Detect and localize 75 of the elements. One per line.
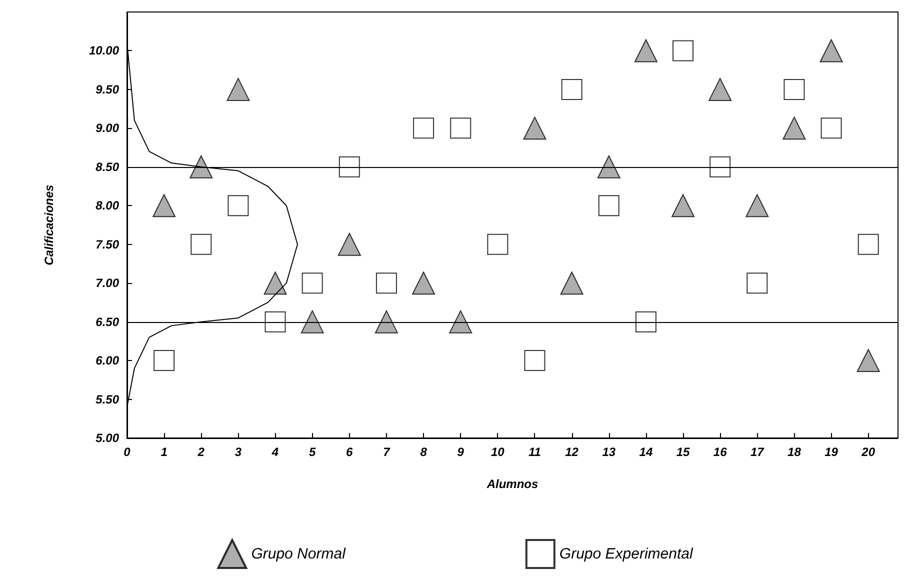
point bbox=[523, 116, 546, 140]
point bbox=[449, 310, 472, 334]
x-tick-label: 7 bbox=[383, 445, 392, 459]
point bbox=[820, 118, 842, 139]
point bbox=[374, 310, 398, 334]
x-tick-label: 13 bbox=[602, 445, 616, 459]
point bbox=[710, 156, 731, 178]
point bbox=[412, 272, 436, 295]
point bbox=[228, 195, 249, 216]
point bbox=[635, 311, 656, 332]
point bbox=[561, 78, 582, 100]
x-tick-label: 12 bbox=[565, 445, 579, 459]
point bbox=[746, 272, 768, 294]
point bbox=[450, 118, 472, 139]
point bbox=[856, 349, 880, 372]
point bbox=[264, 272, 287, 295]
x-tick-label: 10 bbox=[490, 445, 505, 459]
point bbox=[338, 232, 361, 256]
point bbox=[784, 78, 805, 100]
x-tick-label: 2 bbox=[196, 445, 205, 459]
y-tick-label: 7.00 bbox=[96, 276, 120, 290]
point bbox=[302, 272, 323, 294]
point bbox=[154, 350, 175, 372]
x-axis-title: Alumnos bbox=[486, 477, 538, 491]
point bbox=[524, 350, 546, 372]
y-tick-label: 5.00 bbox=[96, 431, 120, 445]
x-tick-label: 1 bbox=[160, 445, 168, 459]
point bbox=[226, 78, 250, 101]
x-tick-label: 18 bbox=[788, 445, 802, 459]
point bbox=[376, 272, 397, 294]
x-tick-label: 0 bbox=[124, 445, 131, 459]
y-tick-label: 6.50 bbox=[96, 314, 120, 329]
y-tick-label: 7.50 bbox=[96, 237, 120, 252]
x-tick-label: 5 bbox=[308, 445, 316, 459]
point bbox=[782, 116, 806, 140]
x-tick-label: 19 bbox=[824, 445, 838, 459]
x-tick-label: 6 bbox=[346, 445, 354, 459]
point bbox=[672, 40, 694, 62]
point bbox=[190, 155, 213, 178]
x-tick-label: 17 bbox=[750, 445, 766, 459]
y-tick-label: 10.00 bbox=[88, 44, 120, 58]
legend-label: Grupo Experimental bbox=[559, 546, 694, 562]
x-tick-label: 16 bbox=[713, 445, 728, 459]
point bbox=[597, 155, 620, 178]
y-tick-label: 8.00 bbox=[96, 198, 120, 213]
point bbox=[152, 194, 176, 218]
x-tick-label: 9 bbox=[457, 445, 464, 459]
point bbox=[672, 194, 695, 218]
point bbox=[487, 234, 508, 255]
x-tick-label: 11 bbox=[528, 445, 542, 459]
y-tick-label: 5.50 bbox=[96, 392, 120, 406]
point bbox=[634, 39, 658, 62]
point bbox=[338, 156, 360, 178]
point bbox=[300, 310, 324, 334]
point bbox=[190, 234, 212, 255]
x-tick-label: 15 bbox=[676, 445, 690, 459]
y-tick-label: 6.00 bbox=[96, 354, 120, 368]
point bbox=[560, 272, 584, 295]
x-tick-label: 3 bbox=[234, 445, 242, 459]
legend-label: Grupo Normal bbox=[251, 546, 346, 562]
y-tick-label: 9.00 bbox=[96, 121, 120, 136]
point bbox=[264, 311, 286, 332]
point bbox=[598, 195, 620, 216]
y-tick-label: 9.50 bbox=[96, 82, 120, 96]
x-tick-label: 14 bbox=[639, 445, 653, 459]
x-tick-label: 20 bbox=[860, 445, 876, 459]
point bbox=[746, 194, 769, 218]
x-tick-label: 4 bbox=[270, 445, 279, 459]
point bbox=[708, 78, 732, 101]
y-tick-label: 8.50 bbox=[96, 160, 120, 174]
point bbox=[820, 39, 843, 62]
x-tick-label: 8 bbox=[420, 445, 428, 459]
point bbox=[413, 118, 434, 139]
point bbox=[858, 234, 879, 255]
y-axis-title: Calificaciones bbox=[42, 184, 56, 266]
